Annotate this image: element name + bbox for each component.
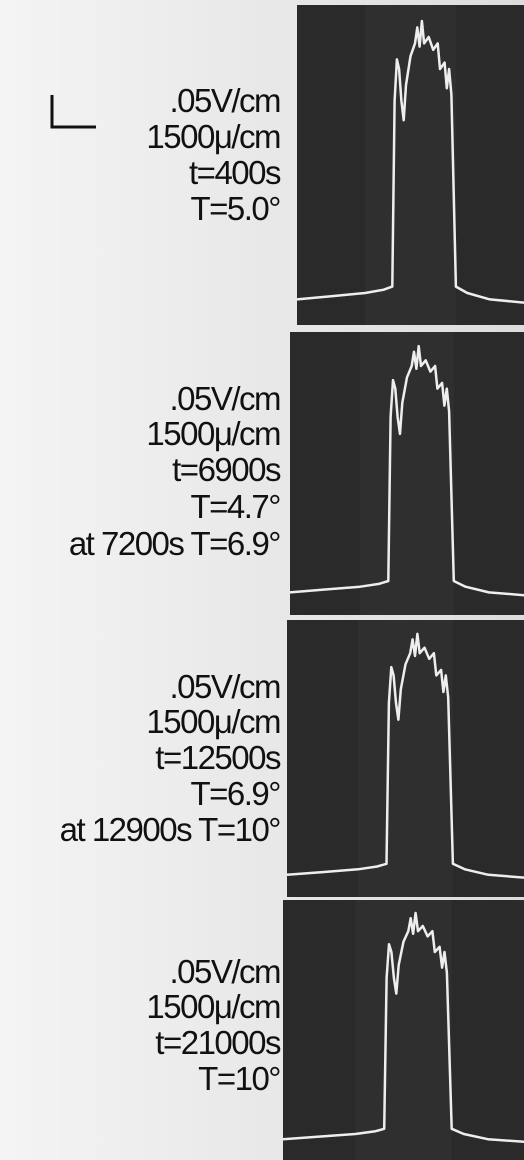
panel-label: t=12500s	[155, 739, 281, 776]
panel-label: t=400s	[189, 154, 281, 191]
panel-label: T=10°	[198, 1060, 280, 1097]
panel-label: T=5.0°	[190, 190, 280, 227]
panel-label: at 7200s T=6.9°	[69, 525, 280, 562]
panel-label: at 12900s T=10°	[60, 811, 281, 848]
panel-label: .05V/cm	[169, 82, 280, 119]
trace	[289, 344, 524, 597]
trace	[286, 632, 524, 879]
trace	[282, 911, 524, 1144]
panel-label: .05V/cm	[169, 668, 280, 705]
panel-label: .05V/cm	[169, 380, 280, 417]
panel-label: t=21000s	[155, 1024, 281, 1061]
panel-label: 1500μ/cm	[146, 988, 280, 1025]
scale-bar	[50, 95, 96, 129]
panel-label: T=6.9°	[190, 775, 280, 812]
trace	[296, 19, 524, 304]
panel-label: 1500μ/cm	[146, 703, 280, 740]
panel-label: 1500μ/cm	[146, 118, 280, 155]
panel-label: T=4.7°	[190, 488, 280, 525]
panel-label: .05V/cm	[169, 953, 280, 990]
panel-label: t=6900s	[172, 451, 281, 488]
panel-label: 1500μ/cm	[146, 415, 280, 452]
